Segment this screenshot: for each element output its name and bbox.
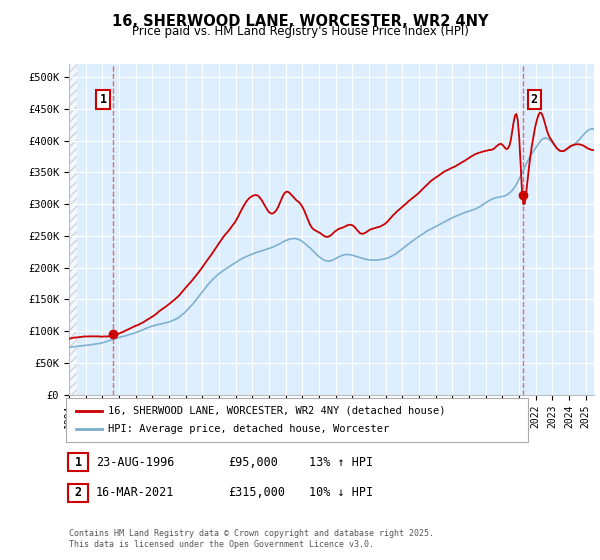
Text: 2: 2 [74, 486, 82, 500]
Text: 1: 1 [74, 455, 82, 469]
Text: 1: 1 [100, 92, 107, 106]
Text: 16, SHERWOOD LANE, WORCESTER, WR2 4NY (detached house): 16, SHERWOOD LANE, WORCESTER, WR2 4NY (d… [108, 406, 445, 416]
Text: £95,000: £95,000 [228, 455, 278, 469]
Text: £315,000: £315,000 [228, 486, 285, 500]
Text: Contains HM Land Registry data © Crown copyright and database right 2025.
This d: Contains HM Land Registry data © Crown c… [69, 529, 434, 549]
Text: 13% ↑ HPI: 13% ↑ HPI [309, 455, 373, 469]
Text: 2: 2 [530, 92, 538, 106]
Text: Price paid vs. HM Land Registry's House Price Index (HPI): Price paid vs. HM Land Registry's House … [131, 25, 469, 38]
Text: 16-MAR-2021: 16-MAR-2021 [96, 486, 175, 500]
Text: 23-AUG-1996: 23-AUG-1996 [96, 455, 175, 469]
Text: HPI: Average price, detached house, Worcester: HPI: Average price, detached house, Worc… [108, 424, 389, 434]
Text: 10% ↓ HPI: 10% ↓ HPI [309, 486, 373, 500]
Text: 16, SHERWOOD LANE, WORCESTER, WR2 4NY: 16, SHERWOOD LANE, WORCESTER, WR2 4NY [112, 14, 488, 29]
Bar [69, 64, 77, 395]
